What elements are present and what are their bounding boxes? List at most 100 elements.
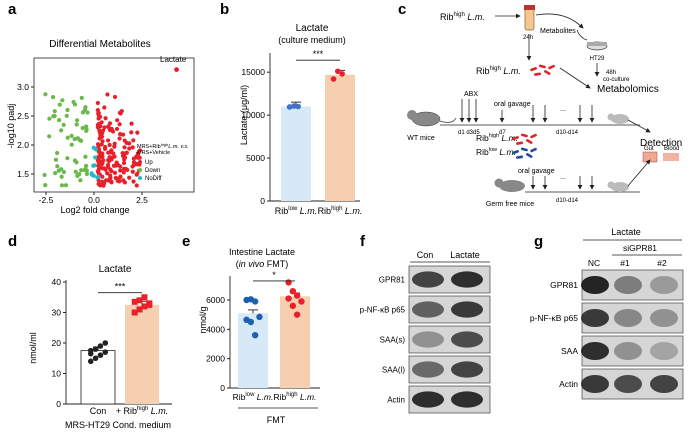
data-point [285,295,292,302]
y-tick-label: 0 [220,383,225,393]
blot-band [412,271,444,288]
point-nodiff [93,155,98,160]
point-down [73,169,78,174]
c-metabolites: Metabolites [540,28,576,35]
point-down [80,125,85,131]
a-xtick: 0.0 [88,195,100,205]
point-up [121,170,126,175]
blot-row-label: SAA(s) [380,336,406,345]
point-down [84,124,89,129]
panel-label-d: d [8,233,17,250]
panel-d-title: Lactate [99,264,132,275]
sig-stars: *** [115,282,126,292]
data-point [293,311,301,318]
point-down [43,92,48,97]
a-ytick: 1.5 [17,169,29,179]
point-up [100,166,105,171]
point-up [118,168,123,173]
point-down [61,169,66,175]
point-up [95,169,101,174]
point-up [131,179,136,184]
point-up [107,142,112,148]
panel-label-f: f [360,233,366,250]
g-col-nc: NC [588,258,600,268]
data-point [247,318,255,326]
legend-up: Up [145,160,153,166]
point-down [53,171,58,176]
a-xtick: 2.5 [136,195,148,205]
y-tick-label: 30 [52,308,62,318]
g-header: Lactate [611,227,641,237]
blot-band [614,309,642,327]
point-up [135,155,140,160]
western-blot-g: GPR81 p-NF-κB p65 SAA Actin [530,269,684,400]
panel-a-ylabel: -log10 padj [6,104,16,149]
mouse-icon-end [607,113,629,124]
point-up [109,155,114,160]
point-up [106,158,111,163]
blot-band [650,375,678,393]
f-col-con: Con [417,250,434,260]
c-dots-2: ... [560,174,566,181]
point-up [98,124,103,129]
c-metabolomics: Metabolomics [597,84,659,95]
c-strain-high: Ribhigh L.m. [476,133,518,143]
bacteria-icon-red [512,133,537,145]
point-up [111,151,116,156]
y-tick-label: 10000 [241,110,265,120]
panel-b-ylabel: Lactate (μg/ml) [239,85,249,145]
point-up [121,160,127,166]
panel-a-xticks: -2.5 0.0 2.5 [39,192,148,205]
point-down [51,114,56,119]
panel-e-title: Intestine Lactate [229,247,295,257]
y-tick-label: 40 [52,277,62,287]
point-up [122,155,128,160]
point-down [69,142,74,147]
point-up [96,111,101,116]
y-tick-label: 6000 [206,295,225,305]
point-up [137,148,143,153]
point-up [108,173,113,178]
c-germ-free: Germ free mice [486,201,534,208]
point-up [134,172,139,177]
blot-row-label: p-NF-κB p65 [530,313,578,323]
c-d10d14: d10-d14 [556,130,579,136]
blot-band [451,301,483,318]
panel-e-chart: 0 2000 4000 6000 * [206,270,320,393]
point-up [112,170,118,175]
panel-e: e Intestine Lactate (in vivo FMT) nmol/g… [182,233,320,425]
blot-band [614,342,642,360]
point-up [95,100,100,106]
point-up [129,121,134,126]
data-point [289,302,297,310]
point-up [112,94,118,100]
panel-b-title: Lactate [296,23,329,34]
blot-band [451,361,483,378]
point-up [131,138,136,143]
point-down [78,138,84,143]
d-xlabel-2: + Ribhigh L.m. [116,406,169,416]
panel-f: f Con Lactate GPR81 p-NF-κB p65 SAA(s) SAA(… [360,233,491,414]
bar [280,296,310,388]
point-down [74,122,79,127]
blot-row-label: SAA(l) [382,366,405,375]
c-dots: ... [560,106,566,113]
point-down [83,166,88,172]
point-down [79,95,84,101]
panel-e-ylabel: nmol/g [198,306,208,333]
point-up [122,138,127,143]
point-up [118,164,123,169]
data-point [335,68,341,75]
data-point [285,279,292,286]
point-down [69,133,74,138]
point-up [99,142,104,147]
c-strain-low: Riblow L.m. [476,147,516,157]
c-d1d3d5: d1 d3d5 [458,130,480,136]
e-xlabel-1: Riblow L.m. [233,392,274,402]
point-up [117,122,122,127]
y-tick-label: 0 [260,196,265,206]
point-up [97,164,102,169]
data-point [251,298,259,305]
point-down [59,128,64,133]
panel-label-g: g [534,233,543,250]
